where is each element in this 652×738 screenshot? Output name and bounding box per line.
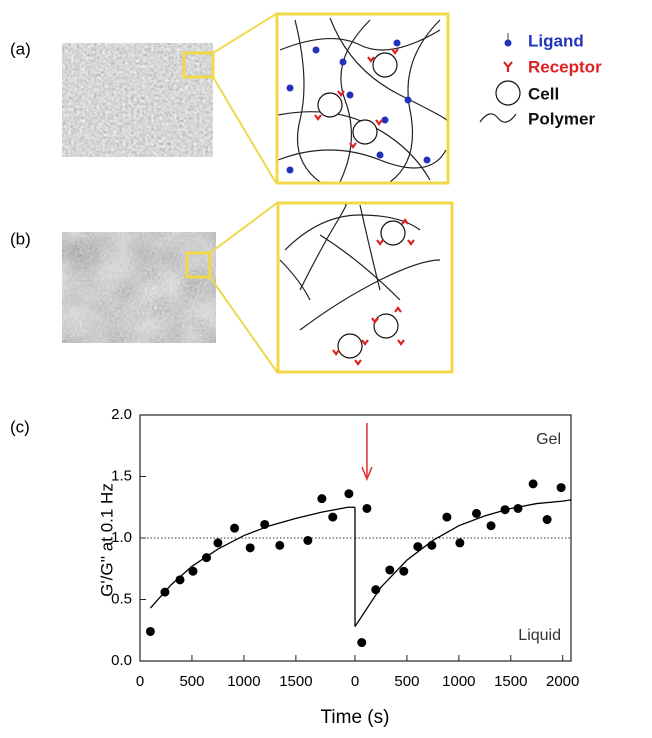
x-tick-label: 2000 xyxy=(546,673,579,690)
data-point xyxy=(145,626,155,636)
x-tick-label: 1000 xyxy=(227,673,260,690)
data-point xyxy=(528,479,538,489)
data-point xyxy=(542,515,552,525)
data-point xyxy=(213,538,223,548)
legend: Ligand Receptor Cell Polymer xyxy=(479,31,602,128)
zoom-line xyxy=(212,13,277,54)
annotation: Gel xyxy=(536,431,561,448)
data-point xyxy=(328,512,338,522)
data-point xyxy=(486,521,496,531)
data-point xyxy=(357,638,367,648)
panel-label: (b) xyxy=(10,229,31,248)
x-axis-label: Time (s) xyxy=(321,707,390,728)
zoom-region xyxy=(185,251,212,279)
zoom-box xyxy=(275,12,450,185)
x-tick-label: 500 xyxy=(394,673,419,690)
data-point xyxy=(175,575,185,585)
schematic-gel xyxy=(277,17,447,183)
x-tick-label: 1000 xyxy=(442,673,475,690)
data-point xyxy=(317,494,327,504)
legend-label: Ligand xyxy=(528,31,584,50)
data-point xyxy=(472,508,481,518)
fit-line xyxy=(149,506,348,609)
data-point xyxy=(362,503,372,513)
fit-line xyxy=(354,499,572,627)
y-tick-label: 1.0 xyxy=(111,529,132,546)
zoom-line xyxy=(209,276,278,373)
x-tick-label: 1500 xyxy=(279,673,312,690)
data-point xyxy=(427,540,437,550)
zoom-line xyxy=(212,76,277,184)
x-tick-label: 1500 xyxy=(494,673,527,690)
y-tick-label: 1.5 xyxy=(111,467,132,484)
micrograph xyxy=(62,232,216,343)
data-point xyxy=(275,540,285,550)
data-point xyxy=(385,565,395,575)
y-tick-label: 0.0 xyxy=(111,652,132,669)
panel-label: (c) xyxy=(10,417,30,436)
legend-label: Receptor xyxy=(528,57,602,76)
data-point xyxy=(442,512,452,522)
data-point xyxy=(245,543,255,553)
zoom-line xyxy=(209,202,278,254)
data-point xyxy=(303,535,313,545)
x-tick-label: 500 xyxy=(179,673,204,690)
data-point xyxy=(344,489,354,499)
arrow-head xyxy=(361,466,373,481)
data-point xyxy=(188,566,198,576)
y-tick-label: 2.0 xyxy=(111,406,132,423)
data-point xyxy=(399,566,409,576)
annotation: Liquid xyxy=(518,627,561,644)
data-point xyxy=(455,538,465,548)
panel-label: (a) xyxy=(10,39,31,58)
y-tick-label: 0.5 xyxy=(111,590,132,607)
data-point xyxy=(556,483,566,493)
zoom-box xyxy=(276,201,454,374)
micrograph xyxy=(62,43,213,157)
data-point xyxy=(513,503,523,513)
data-point xyxy=(413,542,423,552)
y-axis-label: G'/G'' at 0.1 Hz xyxy=(97,483,116,597)
x-tick-label: 0 xyxy=(136,673,144,690)
zoom-region xyxy=(182,51,215,79)
x-tick-label: 0 xyxy=(351,673,359,690)
data-point xyxy=(230,523,240,533)
legend-label: Cell xyxy=(528,84,559,103)
legend-label: Polymer xyxy=(528,109,595,128)
schematic-liquid xyxy=(279,203,441,366)
chart: 0.0 0.5 1.0 1.5 2.0 0 500 1000 1500 0 500 1000 1500 2… xyxy=(111,406,579,690)
